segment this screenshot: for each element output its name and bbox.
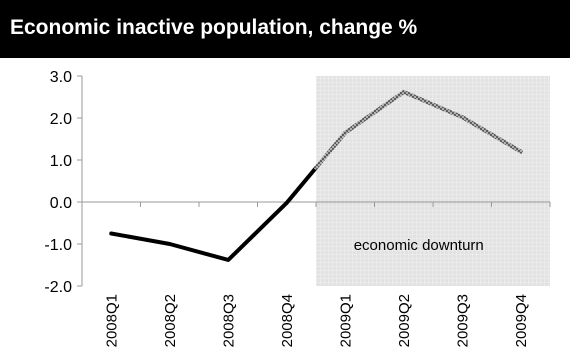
axes <box>77 75 551 287</box>
series-line-before-downturn <box>109 165 318 262</box>
x-tick-label: 2008Q2 <box>162 294 179 347</box>
x-tick-label: 2009Q4 <box>513 294 530 347</box>
y-tick-label: 1.0 <box>50 153 72 170</box>
x-tick-label: 2009Q3 <box>454 294 471 347</box>
chart-title-bar: Economic inactive population, change % <box>0 0 570 58</box>
chart-title: Economic inactive population, change % <box>10 16 418 39</box>
series-line-downturn <box>314 89 523 170</box>
downturn-shade <box>316 76 550 286</box>
x-tick-label: 2008Q4 <box>279 294 296 347</box>
line-chart: economic downturn 3.0 2.0 1.0 0.0 -1.0 -2.0 2… <box>44 69 551 347</box>
y-tick-labels: 3.0 2.0 1.0 0.0 -1.0 -2.0 <box>44 69 72 296</box>
y-tick-label: 0.0 <box>50 195 72 212</box>
x-tick-label: 2008Q3 <box>220 294 237 347</box>
x-tick-label: 2009Q1 <box>337 294 354 347</box>
downturn-annotation: economic downturn <box>354 237 484 254</box>
y-tick-label: 2.0 <box>50 111 72 128</box>
y-tick-label: -2.0 <box>44 279 72 296</box>
x-tick-label: 2008Q1 <box>103 294 120 347</box>
y-tick-label: -1.0 <box>44 237 72 254</box>
y-tick-label: 3.0 <box>50 69 72 86</box>
x-tick-labels: 2008Q1 2008Q2 2008Q3 2008Q4 2009Q1 2009Q2 2009… <box>103 294 530 347</box>
x-tick-label: 2009Q2 <box>396 294 413 347</box>
